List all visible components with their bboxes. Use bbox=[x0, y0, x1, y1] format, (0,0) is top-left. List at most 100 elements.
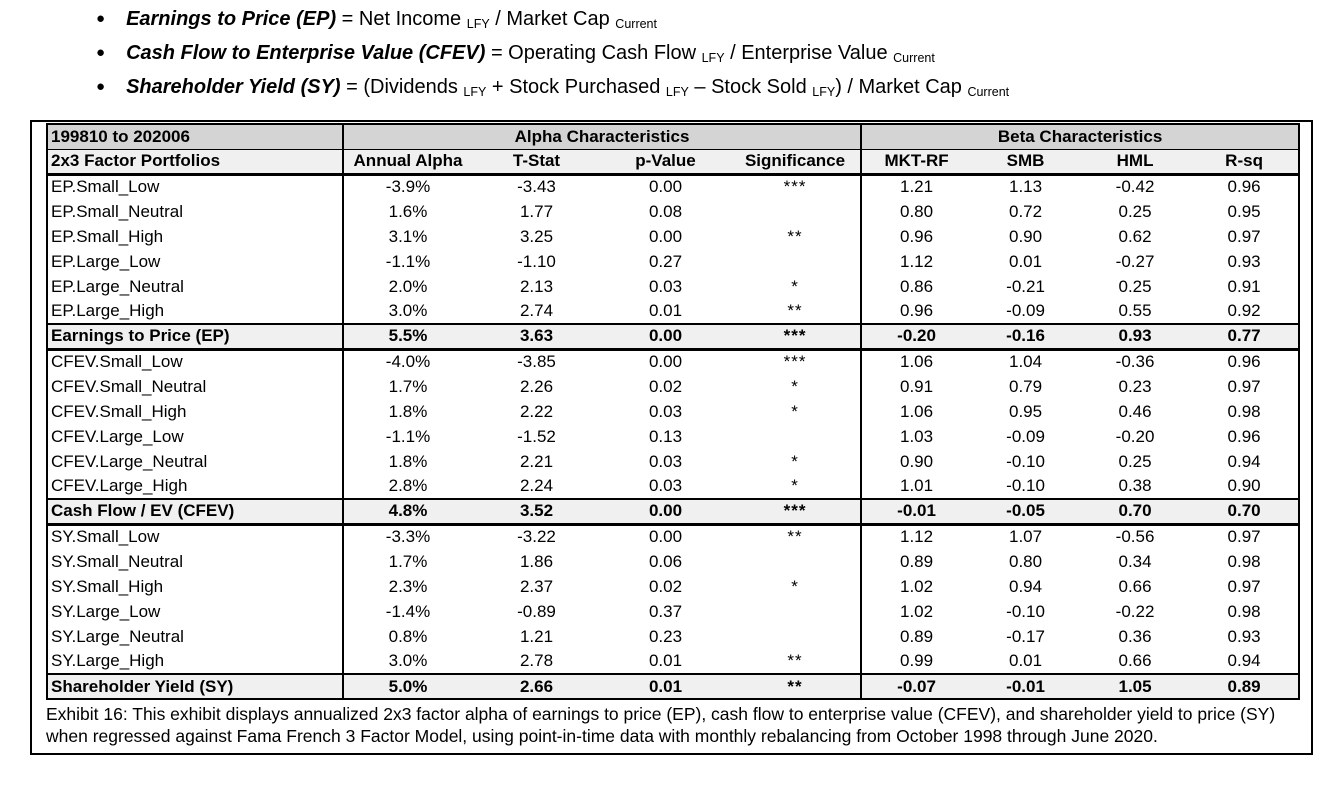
table-row: EP.Small_Neutral 1.6% 1.77 0.08 0.80 0.72 0.25… bbox=[47, 199, 1300, 224]
table-column-header-row: 2x3 Factor Portfolios Annual Alpha T-Sta… bbox=[47, 149, 1300, 176]
portfolio-name-cell: CFEV.Large_High bbox=[47, 474, 343, 499]
significance-cell: ** bbox=[730, 224, 862, 249]
subscript-label: LFY bbox=[701, 51, 725, 65]
hml-cell: 0.70 bbox=[1080, 498, 1191, 526]
hml-cell: -0.27 bbox=[1080, 249, 1191, 274]
significance-cell bbox=[730, 249, 862, 274]
bullet-icon: ● bbox=[96, 10, 106, 27]
table-row: SY.Large_Neutral 0.8% 1.21 0.23 0.89 -0.17 0.3… bbox=[47, 624, 1300, 649]
annual-alpha-cell: -3.3% bbox=[342, 524, 472, 549]
annual-alpha-cell: 2.3% bbox=[342, 574, 472, 599]
mktrf-cell: 1.21 bbox=[860, 174, 972, 199]
mktrf-cell: 0.90 bbox=[860, 449, 972, 474]
hml-cell: 0.55 bbox=[1080, 299, 1191, 324]
factor-table-body: 199810 to 202006 Alpha Characteristics B… bbox=[47, 124, 1300, 699]
portfolio-name-cell: SY.Large_Low bbox=[47, 599, 343, 624]
tstat-cell: -1.52 bbox=[472, 424, 601, 449]
formula-text: / Enterprise Value bbox=[724, 42, 894, 64]
tstat-cell: 2.74 bbox=[472, 299, 601, 324]
subscript-label: LFY bbox=[812, 85, 836, 99]
table-row: CFEV.Small_Low -4.0% -3.85 0.00 *** 1.06 1.04-… bbox=[47, 349, 1300, 374]
portfolio-name-cell: Earnings to Price (EP) bbox=[47, 323, 343, 351]
smb-cell: -0.09 bbox=[971, 424, 1081, 449]
pvalue-cell: 0.02 bbox=[601, 574, 730, 599]
tstat-cell: 2.22 bbox=[472, 399, 601, 424]
smb-cell: 0.90 bbox=[971, 224, 1081, 249]
smb-cell: -0.17 bbox=[971, 624, 1081, 649]
rsq-cell: 0.89 bbox=[1190, 673, 1300, 699]
subscript-label: Current bbox=[615, 17, 657, 31]
rsq-column-header: R-sq bbox=[1190, 149, 1300, 176]
smb-cell: 0.72 bbox=[971, 199, 1081, 224]
hml-cell: 0.34 bbox=[1080, 549, 1191, 574]
mktrf-cell: 0.99 bbox=[860, 649, 972, 674]
portfolio-name-cell: CFEV.Small_Low bbox=[47, 349, 343, 374]
significance-cell: * bbox=[730, 574, 862, 599]
significance-cell bbox=[730, 624, 862, 649]
portfolio-name-cell: CFEV.Large_Low bbox=[47, 424, 343, 449]
portfolio-name-cell: SY.Small_Low bbox=[47, 524, 343, 549]
rsq-cell: 0.91 bbox=[1190, 274, 1300, 299]
pvalue-cell: 0.03 bbox=[601, 274, 730, 299]
annual-alpha-cell: 5.5% bbox=[342, 323, 472, 351]
annual-alpha-cell: -1.4% bbox=[342, 599, 472, 624]
rsq-cell: 0.98 bbox=[1190, 599, 1300, 624]
hml-cell: 1.05 bbox=[1080, 673, 1191, 699]
tstat-cell: 1.21 bbox=[472, 624, 601, 649]
portfolio-name-cell: SY.Large_High bbox=[47, 649, 343, 674]
subscript-label: LFY bbox=[466, 17, 490, 31]
exhibit-caption: Exhibit 16: This exhibit displays annual… bbox=[46, 704, 1276, 746]
significance-cell: ** bbox=[730, 673, 862, 699]
summary-row: Cash Flow / EV (CFEV) 4.8% 3.52 0.00 *** -0.0… bbox=[47, 498, 1300, 526]
pvalue-cell: 0.37 bbox=[601, 599, 730, 624]
pvalue-cell: 0.23 bbox=[601, 624, 730, 649]
table-row: SY.Small_Neutral 1.7% 1.86 0.06 0.89 0.80 0.34… bbox=[47, 549, 1300, 574]
annual-alpha-cell: 1.8% bbox=[342, 399, 472, 424]
mktrf-cell: 0.80 bbox=[860, 199, 972, 224]
smb-cell: -0.10 bbox=[971, 474, 1081, 499]
hml-cell: 0.46 bbox=[1080, 399, 1191, 424]
significance-cell: *** bbox=[730, 498, 862, 526]
annual-alpha-cell: 4.8% bbox=[342, 498, 472, 526]
annual-alpha-cell: 1.8% bbox=[342, 449, 472, 474]
annual-alpha-cell: -4.0% bbox=[342, 349, 472, 374]
hml-cell: 0.36 bbox=[1080, 624, 1191, 649]
tstat-cell: 3.63 bbox=[472, 323, 601, 351]
pvalue-cell: 0.01 bbox=[601, 649, 730, 674]
definition-bullet: ● Cash Flow to Enterprise Value (CFEV) = … bbox=[96, 42, 1321, 65]
portfolio-name-cell: EP.Small_High bbox=[47, 224, 343, 249]
tstat-cell: 2.66 bbox=[472, 673, 601, 699]
table-row: SY.Small_High 2.3% 2.37 0.02 * 1.02 0.94 0.66 0.… bbox=[47, 574, 1300, 599]
table-row: SY.Large_Low -1.4% -0.89 0.37 1.02 -0.10 -0.22… bbox=[47, 599, 1300, 624]
mktrf-cell: 0.96 bbox=[860, 224, 972, 249]
hml-cell: 0.66 bbox=[1080, 574, 1191, 599]
annual-alpha-cell: -3.9% bbox=[342, 174, 472, 199]
formula-text: = Operating Cash Flow bbox=[485, 42, 702, 64]
tstat-cell: 1.86 bbox=[472, 549, 601, 574]
portfolios-column-header: 2x3 Factor Portfolios bbox=[47, 149, 343, 176]
rsq-cell: 0.90 bbox=[1190, 474, 1300, 499]
portfolio-name-cell: CFEV.Small_High bbox=[47, 399, 343, 424]
significance-cell: ** bbox=[730, 649, 862, 674]
bullet-icon: ● bbox=[96, 78, 106, 95]
rsq-cell: 0.95 bbox=[1190, 199, 1300, 224]
tstat-cell: 2.13 bbox=[472, 274, 601, 299]
alpha-characteristics-header: Alpha Characteristics bbox=[341, 124, 862, 150]
table-row: SY.Large_High 3.0% 2.78 0.01 ** 0.99 0.01 0.66 0… bbox=[47, 649, 1300, 674]
mktrf-cell: 1.02 bbox=[860, 574, 972, 599]
pvalue-cell: 0.27 bbox=[601, 249, 730, 274]
formula-text: ) / Market Cap bbox=[835, 76, 968, 98]
portfolio-name-cell: EP.Large_High bbox=[47, 299, 343, 324]
rsq-cell: 0.92 bbox=[1190, 299, 1300, 324]
mktrf-cell: 1.03 bbox=[860, 424, 972, 449]
period-label: 199810 to 202006 bbox=[47, 124, 343, 150]
hml-cell: -0.56 bbox=[1080, 524, 1191, 549]
smb-cell: 0.80 bbox=[971, 549, 1081, 574]
pvalue-cell: 0.03 bbox=[601, 449, 730, 474]
annual-alpha-cell: 0.8% bbox=[342, 624, 472, 649]
portfolio-name-cell: EP.Small_Low bbox=[47, 174, 343, 199]
tstat-cell: 1.77 bbox=[472, 199, 601, 224]
rsq-cell: 0.98 bbox=[1190, 399, 1300, 424]
annual-alpha-cell: 1.7% bbox=[342, 549, 472, 574]
tstat-cell: -3.85 bbox=[472, 349, 601, 374]
